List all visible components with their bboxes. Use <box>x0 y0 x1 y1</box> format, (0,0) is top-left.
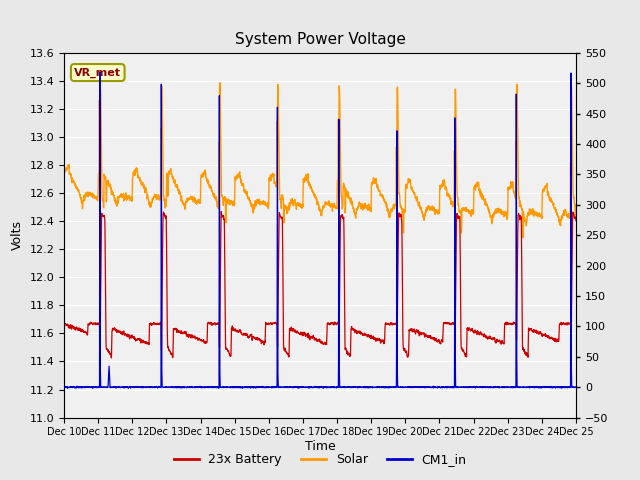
23x Battery <box>563 320 570 326</box>
Line: 23x Battery: 23x Battery <box>64 212 576 358</box>
Solar <box>216 80 224 85</box>
Line: CM1_in: CM1_in <box>64 72 576 388</box>
Solar <box>257 199 264 204</box>
23x Battery <box>572 218 580 224</box>
CM1_in <box>239 385 246 391</box>
CM1_in <box>279 384 287 390</box>
Solar <box>572 202 580 208</box>
23x Battery <box>508 321 515 327</box>
CM1_in <box>60 384 68 390</box>
23x Battery <box>108 355 115 361</box>
CM1_in <box>257 384 264 390</box>
Solar <box>563 212 570 218</box>
Solar <box>149 196 157 202</box>
Line: Solar: Solar <box>64 83 576 238</box>
CM1_in <box>572 384 580 390</box>
CM1_in <box>149 384 157 390</box>
Solar <box>279 193 287 199</box>
X-axis label: Time: Time <box>305 440 335 453</box>
23x Battery <box>257 338 264 344</box>
23x Battery <box>279 268 287 274</box>
23x Battery <box>60 319 68 325</box>
CM1_in <box>118 384 126 390</box>
Solar <box>60 166 68 171</box>
Legend: 23x Battery, Solar, CM1_in: 23x Battery, Solar, CM1_in <box>168 448 472 471</box>
CM1_in <box>563 384 570 390</box>
Y-axis label: Volts: Volts <box>11 220 24 250</box>
23x Battery <box>218 209 225 215</box>
Solar <box>507 182 515 188</box>
Solar <box>118 192 126 198</box>
Title: System Power Voltage: System Power Voltage <box>235 33 405 48</box>
CM1_in <box>508 384 515 390</box>
Text: VR_met: VR_met <box>74 67 121 78</box>
23x Battery <box>149 321 157 326</box>
23x Battery <box>118 332 126 337</box>
CM1_in <box>96 69 104 75</box>
Solar <box>519 235 527 240</box>
